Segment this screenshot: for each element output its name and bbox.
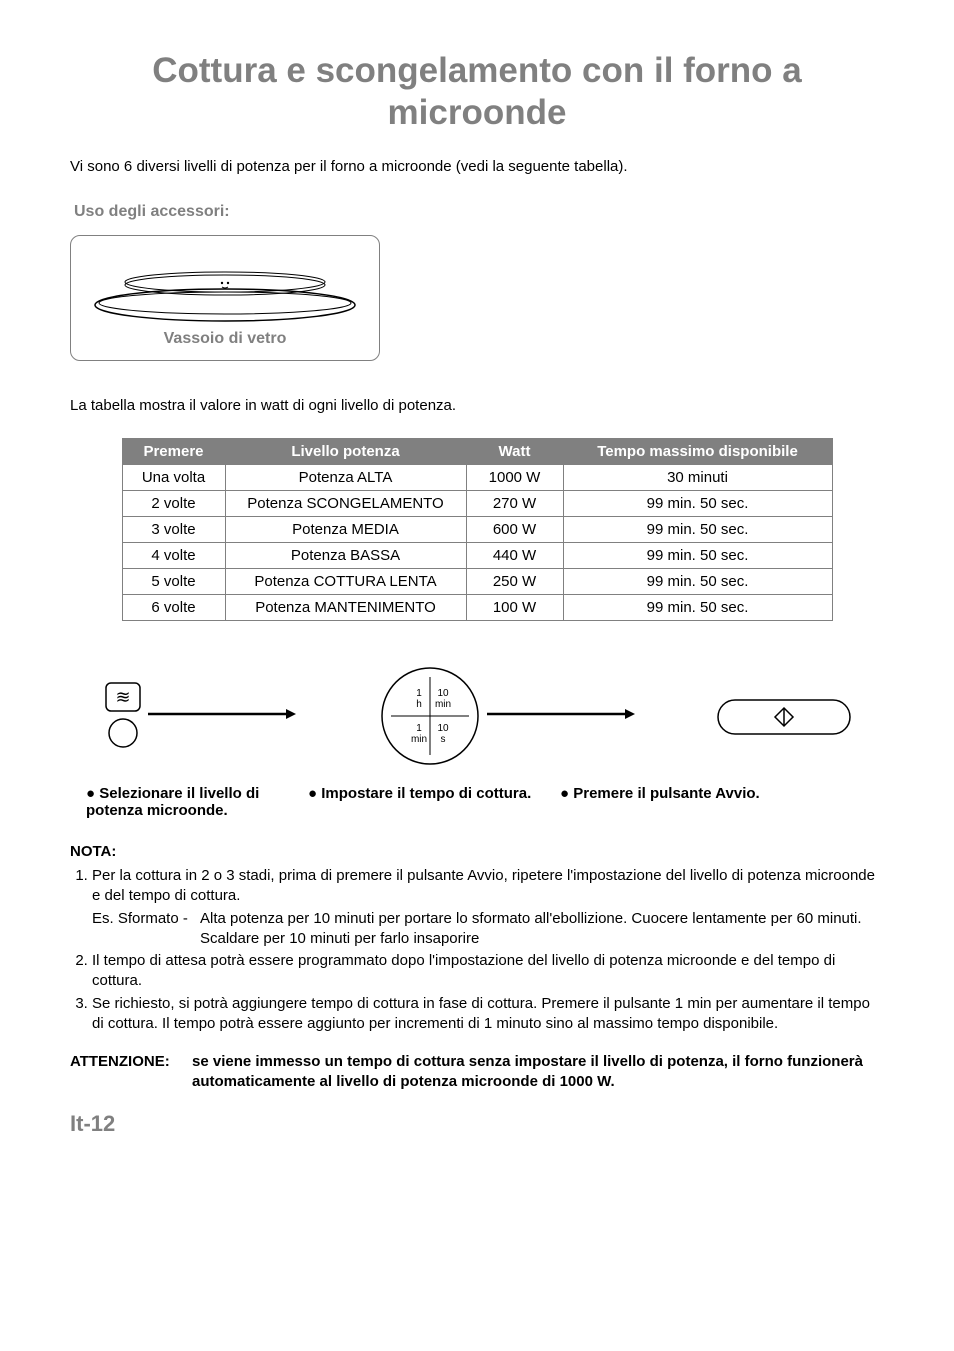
table-cell: 6 volte (122, 595, 225, 621)
table-cell: 100 W (466, 595, 563, 621)
table-row: 4 voltePotenza BASSA440 W99 min. 50 sec. (122, 543, 832, 569)
dial-tr2: min (435, 699, 451, 710)
table-cell: Potenza BASSA (225, 543, 466, 569)
bullet-icon: ● (308, 785, 317, 802)
nota-es-label: Es. Sformato - (92, 909, 200, 950)
arrow-icon (485, 707, 714, 726)
step-caption-2-text: Impostare il tempo di cottura. (321, 785, 531, 802)
dial-br: 10 (437, 723, 449, 734)
table-cell: 2 volte (122, 491, 225, 517)
nota-heading: NOTA: (70, 843, 884, 860)
step-caption-3-text: Premere il pulsante Avvio. (573, 785, 759, 802)
th-watt: Watt (466, 439, 563, 465)
table-row: 3 voltePotenza MEDIA600 W99 min. 50 sec. (122, 517, 832, 543)
th-tempo: Tempo massimo disponibile (563, 439, 832, 465)
table-cell: 440 W (466, 543, 563, 569)
arrow-icon (146, 707, 375, 726)
step-caption-2: ● Impostare il tempo di cottura. (302, 785, 554, 819)
time-dial-icon: 1 h 10 min 1 min 10 s (375, 661, 485, 771)
table-cell: 99 min. 50 sec. (563, 517, 832, 543)
page-title: Cottura e scongelamento con il forno a m… (70, 50, 884, 134)
nota-item-1: Per la cottura in 2 o 3 stadi, prima di … (92, 866, 884, 949)
table-cell: Potenza COTTURA LENTA (225, 569, 466, 595)
power-table-body: Una voltaPotenza ALTA1000 W30 minuti2 vo… (122, 465, 832, 621)
accessory-label: Vassoio di vetro (87, 330, 363, 348)
page-number: It-12 (70, 1111, 884, 1137)
start-button-icon (714, 688, 854, 744)
dial-tl: 1 (416, 688, 422, 699)
table-row: 6 voltePotenza MANTENIMENTO100 W99 min. … (122, 595, 832, 621)
nota-es-body: Alta potenza per 10 minuti per portare l… (200, 909, 862, 950)
table-cell: Potenza ALTA (225, 465, 466, 491)
table-cell: 600 W (466, 517, 563, 543)
nota-list: Per la cottura in 2 o 3 stadi, prima di … (70, 866, 884, 1034)
step-caption-1-text: Selezionare il livello di potenza microo… (86, 785, 259, 819)
glass-tray-icon (87, 260, 363, 322)
table-cell: 5 volte (122, 569, 225, 595)
table-cell: 270 W (466, 491, 563, 517)
attenzione-body: se viene immesso un tempo di cottura sen… (192, 1052, 884, 1091)
table-cell: Potenza SCONGELAMENTO (225, 491, 466, 517)
nota-item-3: Se richiesto, si potrà aggiungere tempo … (92, 994, 884, 1035)
dial-br2: s (441, 734, 446, 745)
step-captions: ● Selezionare il livello di potenza micr… (80, 785, 874, 819)
table-cell: 99 min. 50 sec. (563, 543, 832, 569)
step-caption-3: ● Premere il pulsante Avvio. (554, 785, 874, 819)
nota-item-1-main: Per la cottura in 2 o 3 stadi, prima di … (92, 867, 875, 904)
table-cell: 99 min. 50 sec. (563, 491, 832, 517)
step-caption-1: ● Selezionare il livello di potenza micr… (80, 785, 302, 819)
table-cell: 99 min. 50 sec. (563, 569, 832, 595)
table-cell: 1000 W (466, 465, 563, 491)
dial-tl2: h (416, 699, 422, 710)
th-livello: Livello potenza (225, 439, 466, 465)
accessories-heading: Uso degli accessori: (74, 203, 884, 221)
th-premere: Premere (122, 439, 225, 465)
table-cell: 99 min. 50 sec. (563, 595, 832, 621)
attenzione-block: ATTENZIONE: se viene immesso un tempo di… (70, 1052, 884, 1091)
intro-text: Vi sono 6 diversi livelli di potenza per… (70, 158, 884, 175)
table-cell: 30 minuti (563, 465, 832, 491)
table-cell: 250 W (466, 569, 563, 595)
table-row: 2 voltePotenza SCONGELAMENTO270 W99 min.… (122, 491, 832, 517)
nota-es-line1: Alta potenza per 10 minuti per portare l… (200, 909, 862, 929)
dial-bl: 1 (416, 723, 422, 734)
table-row: 5 voltePotenza COTTURA LENTA250 W99 min.… (122, 569, 832, 595)
table-cell: Una volta (122, 465, 225, 491)
nota-es-line2: Scaldare per 10 minuti per farlo insapor… (200, 929, 862, 949)
table-cell: Potenza MEDIA (225, 517, 466, 543)
table-cell: 4 volte (122, 543, 225, 569)
table-intro: La tabella mostra il valore in watt di o… (70, 397, 884, 414)
bullet-icon: ● (86, 785, 95, 802)
svg-text:≋: ≋ (115, 687, 130, 707)
table-row: Una voltaPotenza ALTA1000 W30 minuti (122, 465, 832, 491)
table-cell: Potenza MANTENIMENTO (225, 595, 466, 621)
page: Cottura e scongelamento con il forno a m… (0, 0, 954, 1351)
accessory-card: Vassoio di vetro (70, 235, 380, 361)
dial-tr: 10 (437, 688, 449, 699)
attenzione-label: ATTENZIONE: (70, 1052, 192, 1091)
table-cell: 3 volte (122, 517, 225, 543)
power-table: Premere Livello potenza Watt Tempo massi… (122, 438, 833, 621)
dial-bl2: min (411, 734, 427, 745)
bullet-icon: ● (560, 785, 569, 802)
nota-item-2: Il tempo di attesa potrà essere programm… (92, 951, 884, 992)
steps-diagram: ≋ 1 h 10 min 1 min 10 s (100, 661, 854, 771)
microwave-button-icon: ≋ (100, 681, 146, 751)
